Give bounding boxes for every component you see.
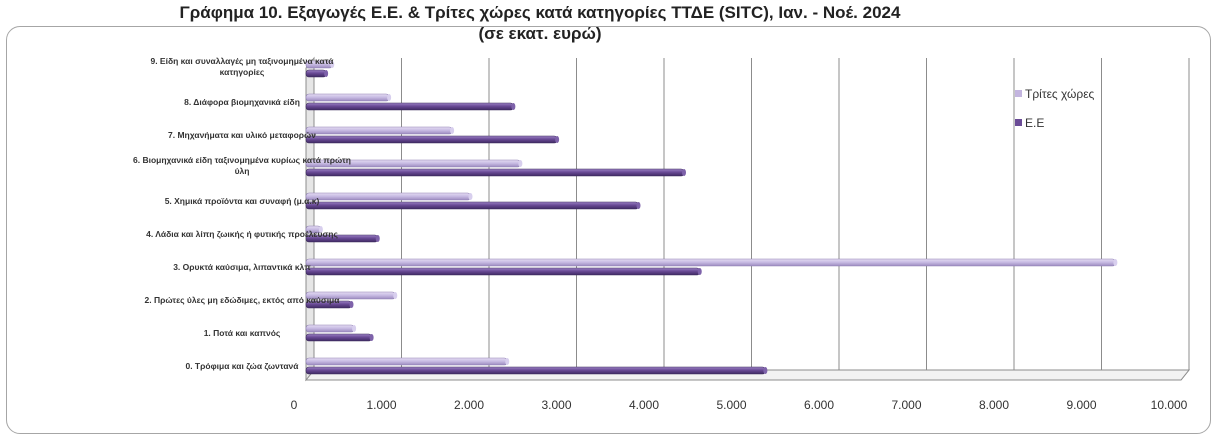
bar-cap [682,169,686,176]
category-label-line: 2. Πρώτες ύλες μη εδώδιμες, εκτός από κα… [145,295,341,305]
x-tick-label: 8.000 [979,398,1009,412]
x-tick-label: 7.000 [891,398,921,412]
x-tick-label: 9.000 [1066,398,1096,412]
bar-cap [375,235,380,242]
x-tick-label: 2.000 [454,398,484,412]
bar-cap [324,70,329,77]
bar-cap [505,358,510,365]
category-label-line: 0. Τρόφιμα και ζώα ζωντανά [185,361,299,371]
bar-third-countries-8 [305,93,390,102]
category-label: 7. Μηχανήματα και υλικό μεταφορών [168,130,316,140]
bar-third-countries-5 [305,192,471,201]
category-label-line: 7. Μηχανήματα και υλικό μεταφορών [168,130,316,140]
bar-third-countries-0 [305,357,508,366]
category-label-line: 8. Διάφορα βιομηχανικά είδη [184,97,300,107]
bar-cap [393,292,398,299]
bar-cap [450,127,455,134]
bar-third-countries-3 [305,258,1116,267]
bar-cap [349,301,354,308]
category-label: 4. Λάδια και λίπη ζωικής ή φυτικής προέλ… [146,229,338,239]
category-label: 0. Τρόφιμα και ζώα ζωντανά [185,361,299,371]
bar-cap [318,226,323,233]
chart-frame [6,26,1211,434]
category-label-line: 5. Χημικά προϊόντα και συναφή (μ.α.κ) [165,196,320,206]
bar-third-countries-1 [305,324,355,333]
category-label-line: κατηγορίες [220,67,265,77]
bar-cap [468,193,473,200]
bars [305,60,1118,375]
bar-cap [518,160,523,167]
x-tick-label: 0 [291,398,298,412]
category-label-line: 6. Βιομηχανικά είδη ταξινομημένα κυρίως … [133,155,351,165]
bar-cap [763,367,768,374]
category-label-line: 4. Λάδια και λίπη ζωικής ή φυτικής προέλ… [146,229,338,239]
bar-eu-5 [305,201,639,210]
bar-cap [1113,259,1118,266]
legend-label: Ε.Ε [1025,116,1044,130]
category-label-line: 9. Είδη και συναλλαγές μη ταξινομημένα κ… [150,56,334,66]
legend: Τρίτες χώρες Ε.Ε [1015,87,1095,130]
category-label-line: 1. Ποτά και καπνός [204,328,281,338]
bar-cap [387,94,392,101]
category-label: 2. Πρώτες ύλες μη εδώδιμες, εκτός από κα… [145,295,341,305]
bar-cap [636,202,641,209]
bar-cap [697,268,702,275]
bar-cap [352,325,357,332]
bar-cap [330,61,335,68]
bar-eu-9 [305,69,327,78]
x-tick-labels: 0 1.000 2.000 3.000 4.000 5.000 6.000 7.000 8.00… [291,398,1188,412]
bar-cap [369,334,374,341]
category-label: 9. Είδη και συναλλαγές μη ταξινομημένα κ… [150,56,334,77]
category-label-line: ύλη [235,166,250,176]
category-label: 8. Διάφορα βιομηχανικά είδη [184,97,300,107]
bar-eu-6 [305,168,685,177]
bar-eu-0 [305,366,766,375]
x-tick-label: 1.000 [366,398,396,412]
category-label: 5. Χημικά προϊόντα και συναφή (μ.α.κ) [165,196,320,206]
legend-swatch [1015,119,1022,126]
chart-title: Γράφημα 10. Εξαγωγές Ε.Ε. & Τρίτες χώρες… [120,3,960,23]
bar-cap [555,136,560,143]
legend-label: Τρίτες χώρες [1025,87,1095,101]
chart-subtitle: (σε εκατ. ευρώ) [478,24,602,43]
x-tick-label: 4.000 [629,398,659,412]
bar-third-countries-7 [305,126,453,135]
x-tick-label: 3.000 [541,398,571,412]
category-label: 1. Ποτά και καπνός [204,328,281,338]
legend-swatch [1015,90,1022,97]
bar-eu-7 [305,135,558,144]
category-labels: 0. Τρόφιμα και ζώα ζωντανά 1. Ποτά και κα… [133,56,351,371]
category-label: 6. Βιομηχανικά είδη ταξινομημένα κυρίως … [133,155,351,176]
x-tick-label: 5.000 [716,398,746,412]
bar-eu-3 [305,267,701,276]
x-tick-label: 10.000 [1151,398,1188,412]
x-tick-label: 6.000 [804,398,834,412]
bar-cap [511,103,516,110]
bar-eu-1 [305,333,372,342]
bar-eu-8 [305,102,514,111]
category-label: 3. Ορυκτά καύσιμα, λιπαντικά κλπ [173,262,311,272]
category-label-line: 3. Ορυκτά καύσιμα, λιπαντικά κλπ [173,262,311,272]
